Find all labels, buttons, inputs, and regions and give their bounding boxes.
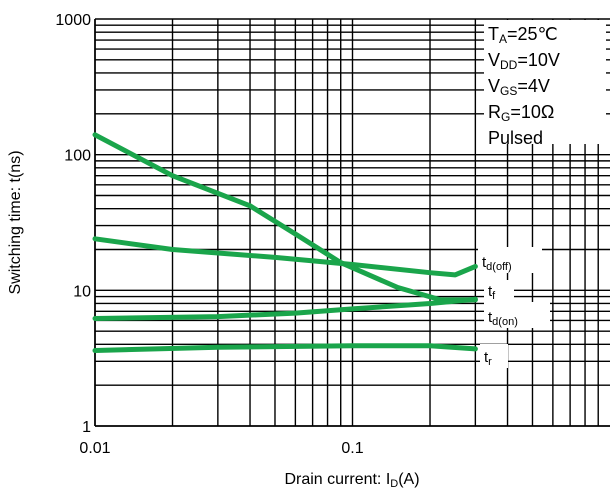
series-line-tr	[92, 343, 478, 353]
series-label-background	[480, 344, 508, 368]
condition-text: VGS=4V	[488, 76, 550, 98]
x-axis-label: Drain current: ID(A)	[284, 471, 419, 490]
condition-text: RG=10Ω	[488, 102, 554, 124]
y-tick-label: 1	[82, 419, 91, 436]
series-line-tf	[92, 132, 478, 303]
series-label-tdoff: td(off)	[482, 254, 512, 273]
label-backgrounds	[478, 20, 606, 368]
y-tick-label: 100	[64, 148, 91, 165]
series-label-background	[484, 302, 550, 328]
condition-text: Pulsed	[488, 128, 543, 148]
y-tick-label: 1000	[55, 12, 91, 29]
series-line-tdoff	[92, 236, 478, 278]
series-label-background	[484, 280, 514, 302]
condition-text: VDD=10V	[488, 50, 560, 72]
series-layer	[92, 132, 478, 353]
y-tick-label: 10	[73, 283, 91, 300]
series-label-tr: tr	[484, 349, 492, 368]
y-axis-label: Switching time: t(ns)	[7, 150, 24, 294]
x-tick-label: 0.01	[79, 440, 110, 457]
conditions-background	[484, 20, 606, 144]
series-label-tf: tf	[488, 283, 496, 302]
series-label-background	[478, 247, 542, 273]
condition-text: TA=25℃	[488, 24, 558, 46]
series-label-tdon: td(on)	[488, 309, 518, 328]
text-layer: TA=25℃ VDD=10V VGS=4V RG=10Ω Pulsed td(off) tf…	[7, 12, 610, 490]
series-line-tdon	[92, 296, 478, 321]
x-tick-label: 0.1	[341, 440, 363, 457]
